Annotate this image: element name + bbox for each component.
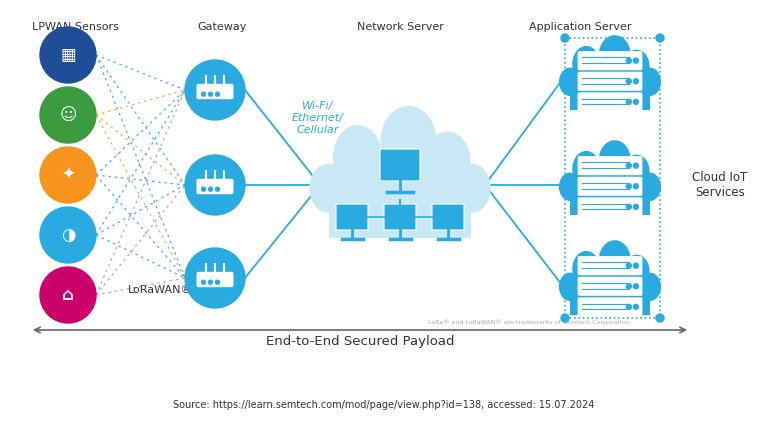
Circle shape (40, 27, 96, 83)
Circle shape (208, 92, 213, 96)
Circle shape (208, 280, 213, 284)
Ellipse shape (624, 50, 649, 83)
Circle shape (627, 284, 631, 289)
FancyBboxPatch shape (570, 85, 650, 110)
Circle shape (216, 92, 220, 96)
Circle shape (201, 280, 206, 284)
FancyBboxPatch shape (384, 204, 416, 230)
Text: End-to-End Secured Payload: End-to-End Secured Payload (266, 335, 454, 349)
Text: Cloud IoT
Services: Cloud IoT Services (693, 171, 747, 199)
Text: Source: https://learn.semtech.com/mod/page/view.php?id=138, accessed: 15.07.2024: Source: https://learn.semtech.com/mod/pa… (174, 400, 594, 410)
FancyBboxPatch shape (578, 297, 642, 316)
FancyBboxPatch shape (578, 156, 642, 175)
Circle shape (185, 248, 245, 308)
Circle shape (627, 305, 631, 309)
FancyBboxPatch shape (197, 179, 233, 194)
Text: Application Server: Application Server (528, 22, 631, 32)
FancyBboxPatch shape (578, 72, 642, 91)
Ellipse shape (560, 173, 581, 201)
FancyBboxPatch shape (578, 277, 642, 296)
Ellipse shape (624, 155, 649, 188)
FancyBboxPatch shape (329, 193, 472, 238)
Ellipse shape (381, 107, 435, 174)
Ellipse shape (600, 36, 630, 74)
Circle shape (201, 92, 206, 96)
Text: LoRaWAN®: LoRaWAN® (127, 285, 192, 295)
Ellipse shape (310, 164, 347, 212)
Ellipse shape (573, 47, 600, 81)
Ellipse shape (570, 165, 650, 214)
FancyBboxPatch shape (578, 256, 642, 275)
Circle shape (627, 163, 631, 168)
Circle shape (40, 267, 96, 323)
Circle shape (656, 34, 664, 42)
FancyBboxPatch shape (578, 92, 642, 111)
Text: ⌂: ⌂ (62, 286, 74, 304)
Text: ☺: ☺ (59, 106, 77, 124)
Ellipse shape (328, 149, 472, 237)
Ellipse shape (573, 252, 600, 286)
Circle shape (627, 204, 631, 209)
Circle shape (627, 79, 631, 84)
Circle shape (216, 187, 220, 191)
FancyBboxPatch shape (578, 198, 642, 217)
FancyBboxPatch shape (570, 289, 650, 315)
Ellipse shape (425, 132, 470, 190)
FancyBboxPatch shape (197, 272, 233, 287)
Ellipse shape (624, 255, 649, 288)
Circle shape (561, 34, 569, 42)
FancyBboxPatch shape (336, 204, 368, 230)
FancyBboxPatch shape (570, 190, 650, 215)
Ellipse shape (640, 173, 660, 201)
Text: ◑: ◑ (61, 226, 75, 244)
Ellipse shape (600, 141, 630, 179)
Circle shape (634, 204, 638, 209)
Circle shape (216, 280, 220, 284)
Circle shape (634, 58, 638, 63)
FancyBboxPatch shape (578, 51, 642, 70)
Ellipse shape (573, 152, 600, 186)
Ellipse shape (600, 241, 630, 279)
FancyBboxPatch shape (578, 177, 642, 196)
Ellipse shape (560, 68, 581, 95)
Text: Wi-Fi/
Ethernet/
Cellular: Wi-Fi/ Ethernet/ Cellular (292, 102, 344, 135)
Ellipse shape (452, 164, 490, 212)
Ellipse shape (570, 265, 650, 314)
Circle shape (201, 187, 206, 191)
Circle shape (627, 99, 631, 104)
Circle shape (185, 155, 245, 215)
Ellipse shape (640, 68, 660, 95)
Circle shape (627, 58, 631, 63)
Text: ✦: ✦ (61, 166, 75, 184)
Circle shape (634, 99, 638, 104)
FancyBboxPatch shape (432, 204, 464, 230)
Circle shape (634, 163, 638, 168)
FancyBboxPatch shape (380, 149, 420, 181)
Ellipse shape (560, 273, 581, 300)
FancyBboxPatch shape (197, 84, 233, 99)
Ellipse shape (570, 60, 650, 109)
Circle shape (40, 147, 96, 203)
Circle shape (634, 184, 638, 189)
Circle shape (40, 207, 96, 263)
Text: LoRa® and LoRaWAN® are trademarks of Semtech Corporation.: LoRa® and LoRaWAN® are trademarks of Sem… (429, 319, 632, 325)
Circle shape (627, 184, 631, 189)
Circle shape (627, 263, 631, 268)
Circle shape (634, 263, 638, 268)
Text: LPWAN Sensors: LPWAN Sensors (31, 22, 118, 32)
Ellipse shape (334, 126, 381, 187)
Circle shape (656, 314, 664, 322)
Ellipse shape (640, 273, 660, 300)
Circle shape (185, 60, 245, 120)
Circle shape (634, 79, 638, 84)
Circle shape (208, 187, 213, 191)
Text: Gateway: Gateway (197, 22, 247, 32)
Circle shape (634, 284, 638, 289)
Text: ▦: ▦ (60, 46, 76, 64)
Text: Network Server: Network Server (356, 22, 443, 32)
Circle shape (634, 305, 638, 309)
Circle shape (561, 314, 569, 322)
Circle shape (40, 87, 96, 143)
